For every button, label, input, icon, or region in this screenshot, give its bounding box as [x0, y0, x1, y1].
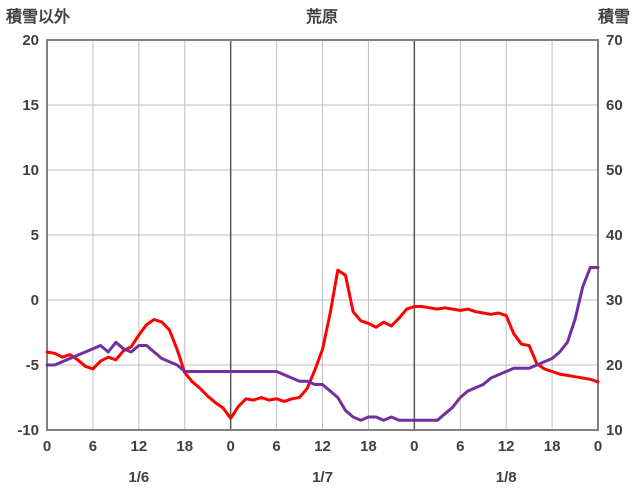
day-label: 1/6 [128, 469, 149, 486]
day-label: 1/7 [312, 469, 333, 486]
left-axis-tick-label: 15 [22, 97, 39, 114]
x-axis-tick-label: 18 [360, 438, 377, 455]
left-axis-tick-label: -10 [17, 422, 39, 439]
right-axis-title: 積雪 [597, 7, 630, 26]
left-axis-title: 積雪以外 [5, 7, 70, 26]
x-axis-tick-label: 0 [594, 438, 602, 455]
right-axis-tick-label: 40 [606, 227, 623, 244]
right-axis-tick-label: 60 [606, 97, 623, 114]
x-axis-tick-label: 6 [456, 438, 464, 455]
x-axis-tick-label: 18 [544, 438, 561, 455]
x-axis-tick-label: 18 [176, 438, 193, 455]
x-axis-tick-label: 6 [272, 438, 280, 455]
plot-border [46, 39, 599, 431]
left-axis-tick-label: 20 [22, 32, 39, 49]
x-axis-tick-label: 12 [130, 438, 147, 455]
right-axis-tick-label: 70 [606, 32, 623, 49]
left-axis-tick-label: 0 [31, 292, 39, 309]
x-axis-tick-label: 0 [43, 438, 51, 455]
chart-title: 荒原 [305, 8, 338, 26]
day-label: 1/8 [496, 469, 517, 486]
x-axis-tick-label: 0 [226, 438, 234, 455]
x-axis-tick-label: 12 [498, 438, 515, 455]
series-line-left-axis [45, 268, 600, 420]
right-axis-tick-label: 50 [606, 162, 623, 179]
left-axis-tick-label: 10 [22, 162, 39, 179]
right-axis-tick-label: 10 [606, 422, 623, 439]
right-axis-tick-label: 20 [606, 357, 623, 374]
series-line-right-axis [45, 266, 600, 422]
right-axis-tick-label: 30 [606, 292, 623, 309]
x-axis-tick-label: 0 [410, 438, 418, 455]
left-axis-tick-label: -5 [26, 357, 39, 374]
x-axis-tick-label: 12 [314, 438, 331, 455]
x-axis-tick-label: 6 [89, 438, 97, 455]
left-axis-tick-label: 5 [31, 227, 39, 244]
